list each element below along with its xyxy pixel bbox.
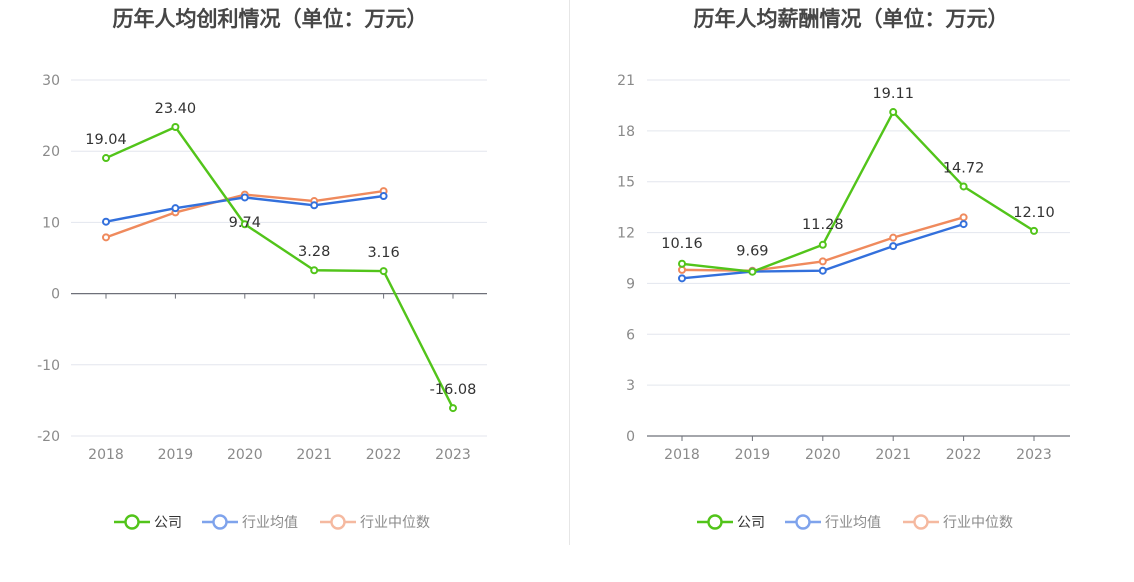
legend-item[interactable]: 行业均值 (785, 514, 881, 531)
legend-label: 行业中位数 (943, 515, 1013, 531)
data-point[interactable] (818, 266, 827, 275)
x-tick-label: 2020 (805, 447, 841, 463)
y-tick-label: 30 (42, 73, 60, 89)
legend-circle-icon (913, 514, 929, 530)
data-point[interactable] (678, 265, 686, 274)
data-label: 9.69 (736, 244, 768, 260)
data-label: 3.16 (367, 245, 399, 261)
data-label: 23.40 (155, 101, 197, 117)
legend-circle-icon (330, 514, 346, 530)
data-label: 10.16 (661, 236, 703, 252)
y-tick-label: 12 (617, 226, 635, 242)
chart-title: 历年人均薪酬情况（单位：万元） (694, 7, 1009, 31)
data-point[interactable] (959, 220, 968, 229)
data-point[interactable] (171, 204, 180, 213)
y-tick-label: 9 (626, 276, 635, 292)
y-tick-label: 6 (626, 327, 635, 343)
data-point[interactable] (310, 266, 319, 275)
legend-circle-icon (124, 514, 140, 530)
y-tick-label: 21 (617, 73, 635, 89)
profit-chart-panel: 历年人均创利情况（单位：万元） 30 20 10 0 -10 -20 2018 2019 2020… (37, 7, 487, 531)
x-tick-label: 2023 (1016, 447, 1052, 463)
legend-item[interactable]: 公司 (697, 514, 765, 531)
data-point[interactable] (102, 154, 110, 163)
x-tick-label: 2019 (735, 447, 771, 463)
data-label: -16.08 (430, 382, 477, 398)
data-point[interactable] (818, 240, 827, 249)
data-point[interactable] (678, 259, 686, 268)
data-point[interactable] (748, 267, 757, 276)
data-label: 3.28 (298, 244, 330, 260)
profit-per-capita-chart: 历年人均创利情况（单位：万元） 30 20 10 0 -10 -20 2018 2019 2020… (37, 7, 487, 531)
data-point[interactable] (102, 217, 110, 226)
data-point[interactable] (102, 233, 110, 242)
data-label: 11.28 (802, 217, 844, 233)
legend-circle-icon (707, 514, 723, 530)
data-label: 12.10 (1013, 205, 1055, 221)
y-tick-label: 20 (42, 144, 60, 160)
legend-label: 公司 (154, 515, 182, 531)
x-tick-label: 2023 (435, 447, 471, 463)
y-tick-label: 0 (626, 429, 635, 445)
panel-divider (569, 0, 570, 545)
chart-title: 历年人均创利情况（单位：万元） (113, 7, 428, 31)
x-tick-label: 2021 (875, 447, 911, 463)
data-point[interactable] (889, 108, 898, 117)
salary-chart-panel: 历年人均薪酬情况（单位：万元） 21 18 15 12 9 6 3 0 2018 2019 2020 2… (567, 0, 1134, 582)
data-point[interactable] (818, 257, 827, 266)
data-label: 14.72 (943, 160, 985, 176)
legend-item[interactable]: 行业均值 (202, 514, 298, 531)
legend-label: 公司 (737, 515, 765, 531)
data-point[interactable] (240, 220, 249, 229)
y-tick-label: 10 (42, 215, 60, 231)
data-label: 19.11 (872, 86, 914, 102)
series-line (681, 110, 1035, 273)
data-label: 19.04 (85, 132, 127, 148)
data-point[interactable] (889, 233, 898, 242)
x-tick-label: 2022 (946, 447, 982, 463)
y-tick-label: -10 (37, 358, 60, 374)
data-point[interactable] (959, 213, 968, 222)
data-point[interactable] (379, 267, 388, 276)
legend-label: 行业中位数 (360, 515, 430, 531)
legend-circle-icon (212, 514, 228, 530)
y-tick-label: 18 (617, 124, 635, 140)
y-tick-label: 0 (51, 287, 60, 303)
x-tick-label: 2018 (664, 447, 700, 463)
data-point[interactable] (310, 201, 319, 210)
legend-label: 行业均值 (242, 515, 298, 531)
data-point[interactable] (959, 182, 968, 191)
salary-per-capita-chart: 历年人均薪酬情况（单位：万元） 21 18 15 12 9 6 3 0 2018 2019 2020 2… (617, 7, 1070, 531)
data-point[interactable] (678, 274, 686, 283)
x-tick-label: 2020 (227, 447, 263, 463)
data-point[interactable] (889, 242, 898, 251)
data-label: 9.74 (229, 215, 261, 231)
legend-circle-icon (795, 514, 811, 530)
x-tick-label: 2019 (158, 447, 194, 463)
data-point[interactable] (449, 404, 457, 413)
x-tick-label: 2018 (88, 447, 124, 463)
legend-item[interactable]: 行业中位数 (903, 514, 1013, 531)
x-tick-label: 2022 (366, 447, 402, 463)
data-point[interactable] (379, 192, 388, 201)
x-tick-label: 2021 (296, 447, 332, 463)
data-point[interactable] (171, 122, 180, 131)
legend-label: 行业均值 (825, 515, 881, 531)
legend-item[interactable]: 公司 (114, 514, 182, 531)
legend-item[interactable]: 行业中位数 (320, 514, 430, 531)
data-point[interactable] (240, 193, 249, 202)
data-point[interactable] (1030, 226, 1038, 235)
y-tick-label: -20 (37, 429, 60, 445)
y-tick-label: 15 (617, 175, 635, 191)
y-tick-label: 3 (626, 378, 635, 394)
series-line (105, 125, 455, 409)
